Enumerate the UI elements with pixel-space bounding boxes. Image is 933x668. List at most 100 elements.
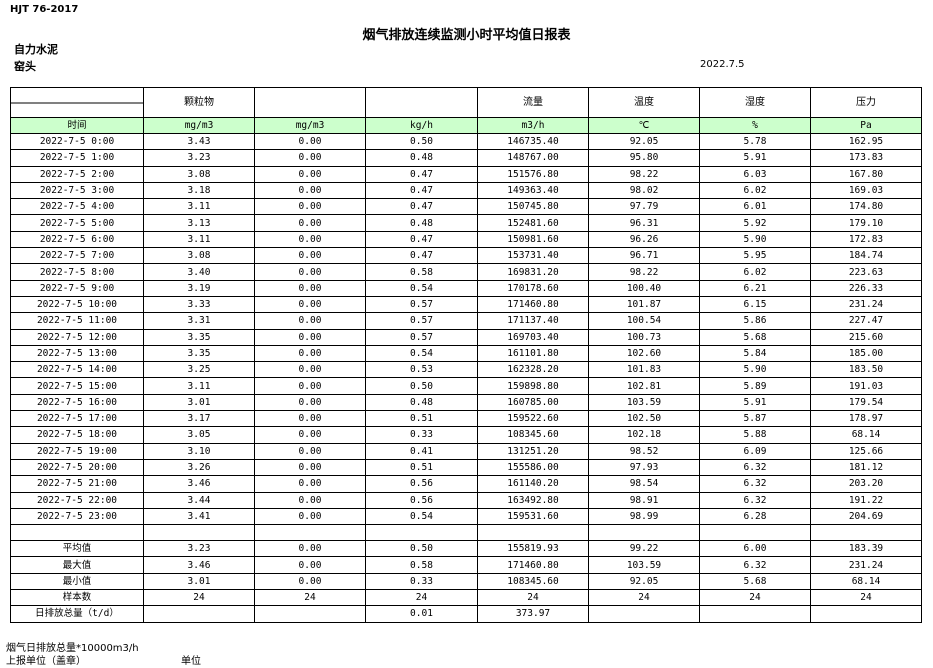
table-cell: 103.59 <box>588 393 700 412</box>
table-cell: 0.41 <box>365 442 478 460</box>
table-cell: 0.54 <box>365 344 478 363</box>
table-cell: 146735.40 <box>477 132 589 151</box>
table-cell: 3.18 <box>143 181 255 200</box>
table-row: 2022-7-5 7:00 3.08 0.00 0.47 153731.40 96.71 5… <box>10 247 922 265</box>
table-cell: 92.05 <box>588 572 700 591</box>
table-cell: 159522.60 <box>477 410 589 428</box>
table-cell: 3.11 <box>143 377 255 395</box>
table-cell: 24 <box>810 589 922 607</box>
table-cell: 3.35 <box>143 344 255 363</box>
table-cell: 0.33 <box>365 426 478 444</box>
table-cell: Pa <box>810 117 922 134</box>
table-row: 2022-7-5 4:00 3.11 0.00 0.47 150745.80 97.79 6… <box>10 198 922 216</box>
table-cell: 0.48 <box>365 393 478 412</box>
table-cell: 0.00 <box>254 540 366 558</box>
table-cell: 0.50 <box>365 377 478 395</box>
table-cell: 2022-7-5 20:00 <box>10 458 144 477</box>
table-row: 时间 mg/m3 mg/m3 kg/h m3/h ℃% Pa <box>10 117 922 134</box>
table-cell: 5.90 <box>699 230 811 249</box>
table-cell <box>588 524 700 542</box>
table-cell: 3.11 <box>143 230 255 249</box>
footer-reporter: 上报单位（盖章） <box>6 656 86 667</box>
table-cell: 98.22 <box>588 165 700 183</box>
table-cell: 6.32 <box>699 458 811 477</box>
table-cell: 3.01 <box>143 393 255 412</box>
table-cell: 99.22 <box>588 540 700 558</box>
table-cell: 148767.00 <box>477 149 589 167</box>
table-cell: 颗粒物 <box>143 87 255 118</box>
table-cell: 155819.93 <box>477 540 589 558</box>
table-cell: 5.87 <box>699 410 811 428</box>
table-cell: 97.93 <box>588 458 700 477</box>
table-cell: 最大值 <box>10 556 144 574</box>
table-cell: 6.28 <box>699 507 811 526</box>
table-cell: 6.03 <box>699 165 811 183</box>
table-cell: 3.43 <box>143 132 255 151</box>
table-cell: 0.57 <box>365 328 478 346</box>
table-cell: 152481.60 <box>477 214 589 232</box>
table-cell: 204.69 <box>810 507 922 526</box>
table-cell: 227.47 <box>810 312 922 330</box>
table-cell: 0.00 <box>254 556 366 574</box>
table-cell: 0.00 <box>254 181 366 200</box>
table-cell: 0.58 <box>365 263 478 281</box>
table-cell: 2022-7-5 23:00 <box>10 507 144 526</box>
table-cell: 171460.80 <box>477 556 589 574</box>
table-cell: 183.39 <box>810 540 922 558</box>
table-cell: kg/h <box>365 117 478 134</box>
table-cell: 3.17 <box>143 410 255 428</box>
table-cell: 191.22 <box>810 491 922 509</box>
table-cell <box>810 605 922 623</box>
table-row: 最大值 3.46 0.00 0.58 171460.80 103.59 6.32 231.24 <box>10 556 922 574</box>
table-cell <box>365 87 478 118</box>
site: 窑头 <box>14 60 36 73</box>
table-cell: 2022-7-5 12:00 <box>10 328 144 346</box>
table-cell: 0.00 <box>254 507 366 526</box>
table-cell: 5.84 <box>699 344 811 363</box>
table-cell: 3.23 <box>143 149 255 167</box>
table-cell: 3.35 <box>143 328 255 346</box>
table-cell: 3.46 <box>143 475 255 493</box>
table-cell: 0.00 <box>254 198 366 216</box>
table-row: 2022-7-5 15:00 3.11 0.00 0.50 159898.80 102.8… <box>10 377 922 395</box>
table-cell: 203.20 <box>810 475 922 493</box>
table-cell: 流量 <box>477 87 589 118</box>
table-cell: 2022-7-5 4:00 <box>10 198 144 216</box>
table-cell <box>699 605 811 623</box>
table-cell: 2022-7-5 17:00 <box>10 410 144 428</box>
table-cell: 97.79 <box>588 198 700 216</box>
table-cell: 5.68 <box>699 572 811 591</box>
table-cell: 6.15 <box>699 295 811 314</box>
table-cell: 2022-7-5 11:00 <box>10 312 144 330</box>
table-row: 平均值 3.23 0.00 0.50 155819.93 99.22 6.00 183.39 <box>10 540 922 558</box>
table-cell: 2022-7-5 5:00 <box>10 214 144 232</box>
table-cell: 373.97 <box>477 605 589 623</box>
table-cell: 2022-7-5 18:00 <box>10 426 144 444</box>
footer-unit: 单位 <box>181 656 201 667</box>
table-row: 2022-7-5 22:00 3.44 0.00 0.56 163492.80 98.91… <box>10 491 922 509</box>
table-cell: 0.00 <box>254 361 366 379</box>
table-cell: 0.47 <box>365 230 478 249</box>
table-cell: 2022-7-5 21:00 <box>10 475 144 493</box>
table-cell: 0.01 <box>365 605 478 623</box>
table-cell: 102.18 <box>588 426 700 444</box>
table-cell: 3.11 <box>143 198 255 216</box>
table-cell: 0.54 <box>365 507 478 526</box>
table-cell: 24 <box>365 589 478 607</box>
table-cell: 2022-7-5 9:00 <box>10 279 144 297</box>
table-row <box>10 524 922 542</box>
table-cell <box>810 524 922 542</box>
table-cell: 6.02 <box>699 263 811 281</box>
table-cell: 3.10 <box>143 442 255 460</box>
table-cell: 68.14 <box>810 572 922 591</box>
table-cell: 2022-7-5 10:00 <box>10 295 144 314</box>
table-cell <box>143 605 255 623</box>
table-cell: 6.32 <box>699 475 811 493</box>
table-body: 颗粒物 流量 温度 湿度 压力 时间 mg/m3 mg/m3 kg/h m3/h ℃% Pa 2022-… <box>10 87 922 623</box>
table-cell: 2022-7-5 0:00 <box>10 132 144 151</box>
table-cell: 223.63 <box>810 263 922 281</box>
table-cell: 169831.20 <box>477 263 589 281</box>
table-cell: 98.02 <box>588 181 700 200</box>
table-cell: 191.03 <box>810 377 922 395</box>
table-cell: 0.33 <box>365 572 478 591</box>
